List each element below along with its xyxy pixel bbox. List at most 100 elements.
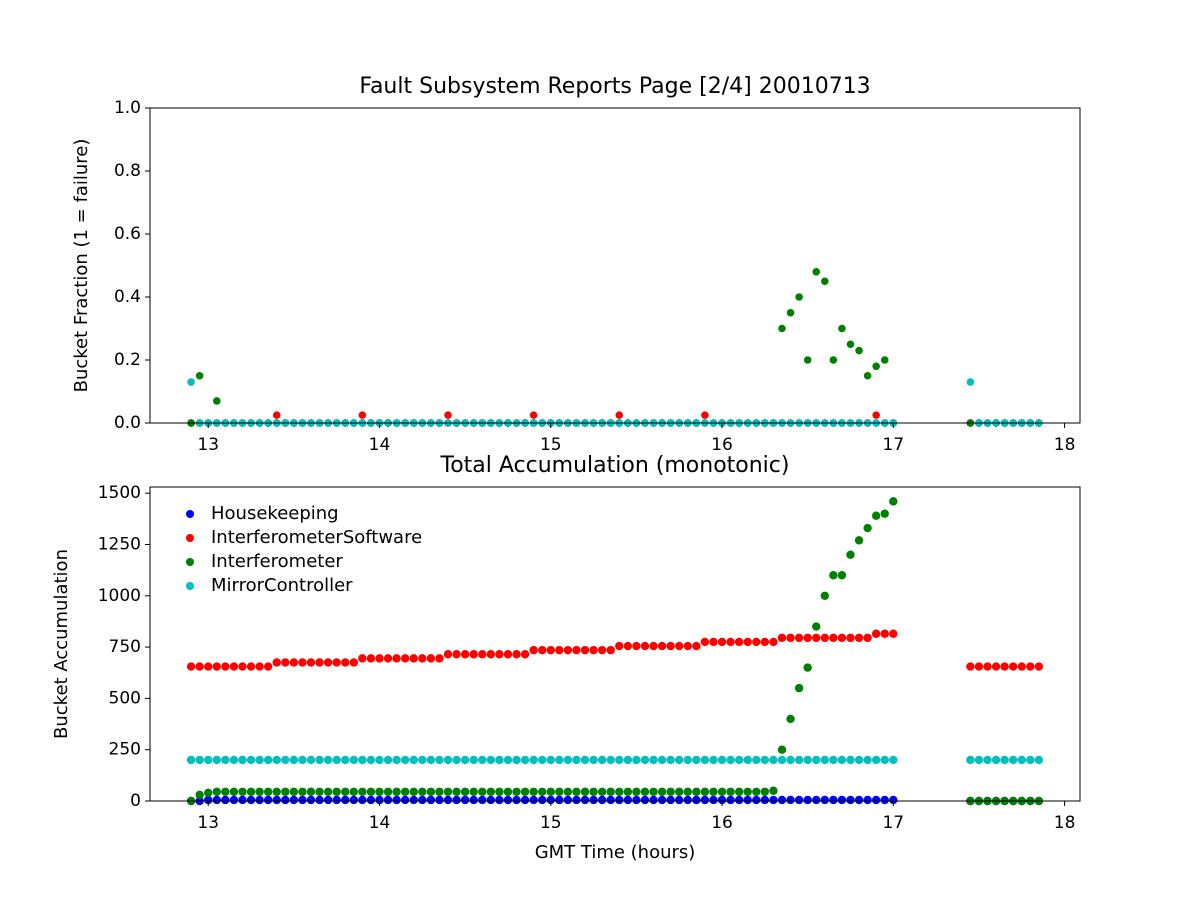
data-point [555,795,564,805]
data-point [529,411,538,419]
data-point [375,755,384,765]
data-point [358,795,367,805]
data-point [1034,755,1044,765]
data-point [426,787,436,796]
data-point [692,641,701,651]
data-point [426,755,436,765]
data-point [529,787,538,796]
data-point [323,795,333,805]
data-point [675,755,684,765]
data-point [246,795,256,805]
data-point [409,795,418,805]
data-point [306,755,316,765]
data-point [332,787,341,796]
legend-marker [186,534,194,542]
data-point [452,650,461,659]
data-point [212,795,221,805]
data-point [657,755,667,765]
data-point [666,787,675,796]
data-point [341,755,350,765]
x-tick-label: 13 [197,813,219,833]
data-point [512,787,521,796]
data-point [495,795,504,805]
data-point [991,755,1001,765]
data-point [409,787,418,796]
data-point [760,637,770,647]
data-point [418,654,427,663]
data-point [255,795,264,805]
data-point [418,787,427,796]
data-point [349,755,359,765]
data-point [760,755,770,765]
data-point [255,755,264,765]
data-point [812,268,821,276]
y-tick-label: 0.2 [114,350,141,370]
data-point [803,663,812,672]
data-point [255,787,264,796]
x-tick-label: 16 [711,813,733,833]
data-point [889,795,898,805]
data-point [863,755,872,765]
data-point [752,637,761,647]
data-point [332,658,341,667]
y-tick-label: 0.0 [114,413,141,433]
data-point [623,795,633,805]
data-point [229,662,239,671]
data-point [204,755,213,765]
data-point [606,795,615,805]
y-tick-label: 1.0 [114,98,141,118]
data-point [709,795,718,805]
data-point [820,795,830,805]
data-point [854,633,864,643]
data-point [871,629,881,638]
data-point [846,755,855,765]
data-point [546,645,555,655]
data-point [281,658,290,667]
data-point [640,787,650,796]
data-point [572,755,581,765]
y-tick-label: 0.4 [114,287,141,307]
data-point [289,795,299,805]
data-point [503,795,513,805]
data-point [709,755,718,765]
data-point [632,641,641,651]
data-point [709,787,718,796]
data-point [392,795,401,805]
data-point [597,795,607,805]
data-point [315,787,324,796]
data-point [546,795,555,805]
data-point [855,346,863,355]
data-point [597,645,607,655]
data-point [392,755,401,765]
data-point [538,787,547,796]
data-point [221,662,230,671]
data-point [1017,662,1026,671]
data-point [589,645,598,655]
data-point [281,755,290,765]
data-point [1026,662,1035,671]
data-point [383,755,393,765]
y-tick-label: 750 [109,637,141,657]
data-point [769,795,778,805]
data-point [726,787,735,796]
data-point [838,324,846,333]
data-point [666,755,675,765]
data-point [692,795,701,805]
data-point [263,662,273,671]
y-axis-label: Bucket Accumulation [51,549,72,739]
data-point [452,795,461,805]
data-point [332,795,341,805]
data-point [520,795,530,805]
data-point [863,523,872,533]
data-point [298,795,307,805]
data-point [486,650,496,659]
y-tick-label: 1500 [98,483,141,503]
data-point [786,308,795,317]
data-point [991,662,1001,671]
data-point [794,683,804,693]
data-point [974,755,984,765]
data-point [829,571,838,580]
data-point [717,795,727,805]
data-point [529,645,538,655]
